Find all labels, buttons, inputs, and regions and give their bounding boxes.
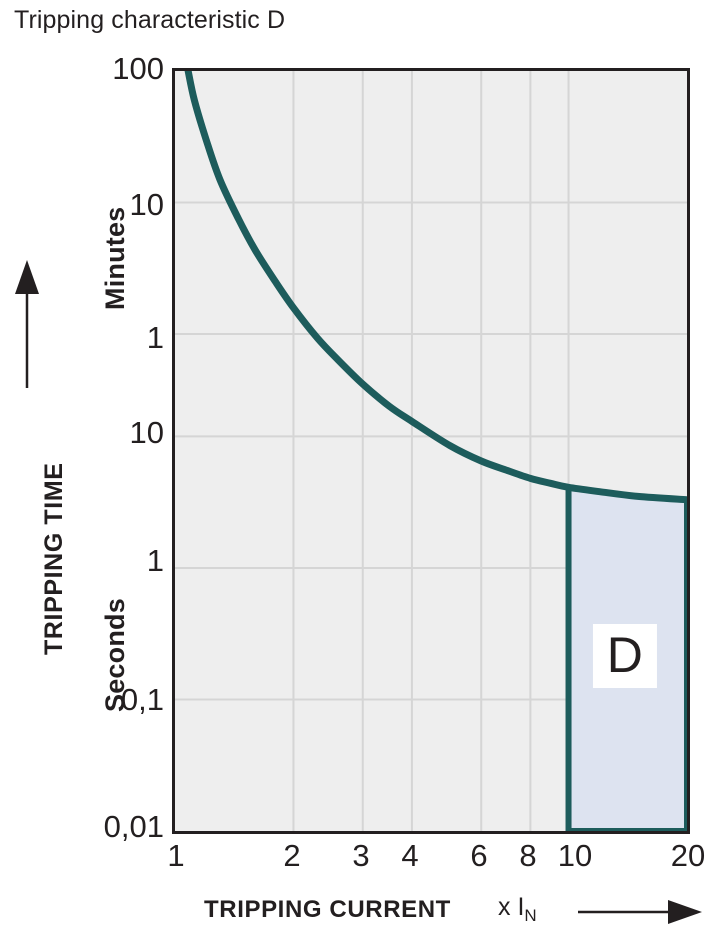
- x-tick-2: 2: [283, 838, 301, 873]
- vertical-gridlines: [292, 71, 570, 831]
- x-tick-3: 3: [352, 838, 370, 873]
- y-axis-title: TRIPPING TIME: [40, 462, 68, 655]
- right-arrow-icon: [578, 900, 702, 924]
- y-tick-0-01-seconds: 0,01: [103, 809, 164, 844]
- plot-canvas: [175, 71, 687, 831]
- x-axis-ticks: 1 2 3 4 6 8 10 20: [0, 840, 720, 884]
- x-axis-title: TRIPPING CURRENT: [204, 896, 451, 923]
- x-axis-title-group: TRIPPING CURRENT x IN: [0, 893, 720, 937]
- x-tick-4: 4: [401, 838, 419, 873]
- x-axis-multiplier-main: x I: [498, 893, 525, 921]
- y-tick-1-second: 1: [146, 543, 164, 578]
- x-axis-multiplier-subscript: N: [524, 906, 537, 925]
- x-tick-20: 20: [670, 838, 706, 873]
- page-title: Tripping characteristic D: [14, 6, 286, 34]
- y-tick-10-minutes: 10: [129, 187, 164, 222]
- plot-area: [172, 68, 690, 834]
- y-unit-seconds: Seconds: [100, 598, 130, 712]
- band-label-d: D: [592, 624, 657, 689]
- y-tick-100-minutes: 100: [112, 51, 164, 86]
- y-tick-1-minute: 1: [146, 320, 164, 355]
- x-tick-10: 10: [557, 838, 593, 873]
- x-tick-8: 8: [519, 838, 537, 873]
- x-tick-1: 1: [167, 838, 185, 873]
- y-unit-minutes: Minutes: [100, 206, 130, 310]
- y-axis-title-group: TRIPPING TIME: [0, 260, 68, 660]
- tripping-curve-main: [184, 71, 687, 504]
- up-arrow-icon: [15, 260, 39, 388]
- x-tick-6: 6: [470, 838, 488, 873]
- y-axis-ticks: 100 10 1 10 1 0,1 0,01: [0, 0, 164, 943]
- y-tick-10-seconds: 10: [129, 415, 164, 450]
- y-tick-0-1-seconds: 0,1: [120, 682, 164, 717]
- x-axis-multiplier: x IN: [498, 893, 537, 926]
